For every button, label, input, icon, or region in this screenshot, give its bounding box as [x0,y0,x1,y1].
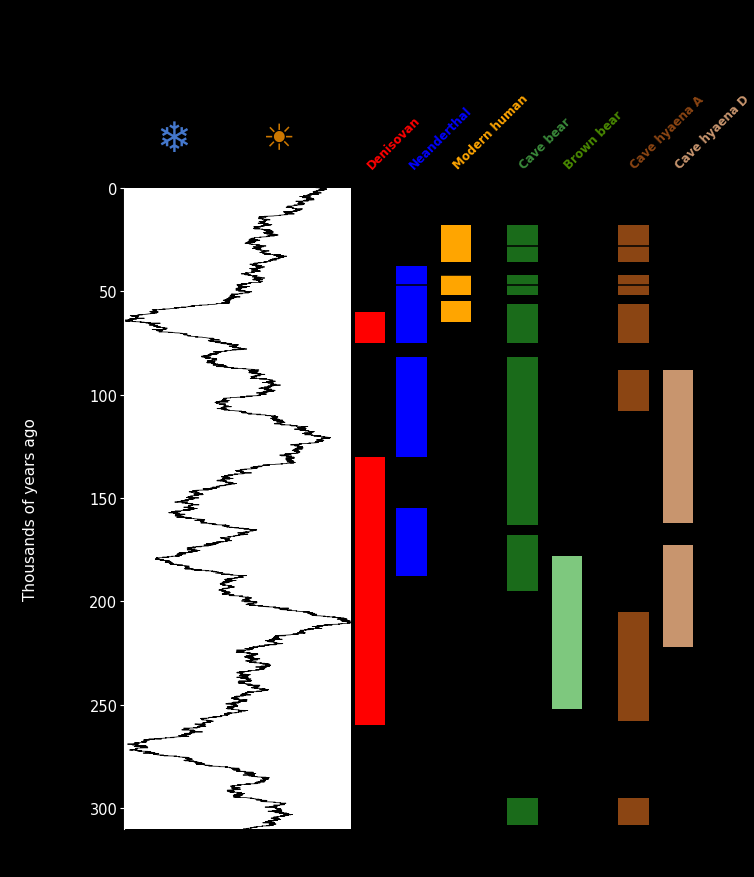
Bar [663,545,693,647]
Bar [397,358,427,457]
Bar [507,798,538,824]
Text: Neanderthal: Neanderthal [406,104,474,172]
Bar [397,509,427,577]
Bar [355,457,385,725]
Bar [618,612,648,722]
Text: ☀: ☀ [262,124,294,157]
Bar [397,267,427,344]
Bar [663,370,693,523]
Bar [507,536,538,591]
Text: Brown bear: Brown bear [562,109,625,172]
Bar [441,275,471,296]
Text: Cave bear: Cave bear [517,116,574,172]
Bar [552,556,582,709]
Bar [618,225,648,263]
Bar [441,303,471,323]
Text: Cave hyaena D: Cave hyaena D [673,93,752,172]
Bar [507,225,538,263]
Bar [507,275,538,296]
Text: ❄: ❄ [157,119,192,161]
Text: Denisovan: Denisovan [365,114,423,172]
Bar [618,370,648,411]
Bar [441,225,471,263]
Bar [507,304,538,344]
Bar [618,798,648,824]
Bar [618,304,648,344]
Text: Thousands of years ago: Thousands of years ago [23,417,38,600]
Bar [507,358,538,525]
Text: Cave hyaena A: Cave hyaena A [628,94,706,172]
Bar [618,275,648,296]
Bar [355,312,385,344]
Text: Modern human: Modern human [451,92,530,172]
